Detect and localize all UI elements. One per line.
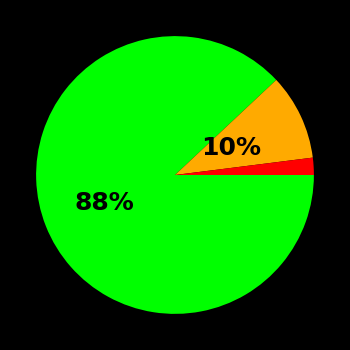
- Wedge shape: [36, 36, 314, 314]
- Wedge shape: [175, 158, 314, 175]
- Text: 88%: 88%: [74, 191, 134, 215]
- Wedge shape: [175, 80, 313, 175]
- Text: 10%: 10%: [202, 136, 261, 160]
